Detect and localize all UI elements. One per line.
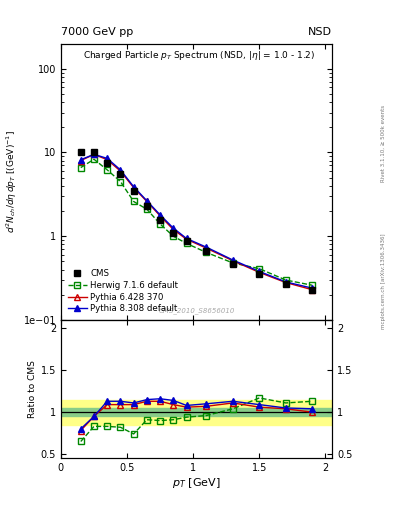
Legend: CMS, Herwig 7.1.6 default, Pythia 6.428 370, Pythia 8.308 default: CMS, Herwig 7.1.6 default, Pythia 6.428 … <box>65 267 181 316</box>
Text: Charged Particle $p_T$ Spectrum (NSD, $|\eta|$ = 1.0 - 1.2): Charged Particle $p_T$ Spectrum (NSD, $|… <box>83 49 315 62</box>
Y-axis label: $d^2N_{ch}/d\eta\,dp_T$ [(GeV)$^{-1}$]: $d^2N_{ch}/d\eta\,dp_T$ [(GeV)$^{-1}$] <box>5 130 19 233</box>
Y-axis label: Ratio to CMS: Ratio to CMS <box>28 360 37 418</box>
X-axis label: $p_T$ [GeV]: $p_T$ [GeV] <box>172 476 221 490</box>
Text: 7000 GeV pp: 7000 GeV pp <box>61 27 133 37</box>
Text: Rivet 3.1.10, ≥ 500k events: Rivet 3.1.10, ≥ 500k events <box>381 105 386 182</box>
Text: NSD: NSD <box>308 27 332 37</box>
Text: CMS_2010_S8656010: CMS_2010_S8656010 <box>158 308 235 314</box>
Text: mcplots.cern.ch [arXiv:1306.3436]: mcplots.cern.ch [arXiv:1306.3436] <box>381 234 386 329</box>
